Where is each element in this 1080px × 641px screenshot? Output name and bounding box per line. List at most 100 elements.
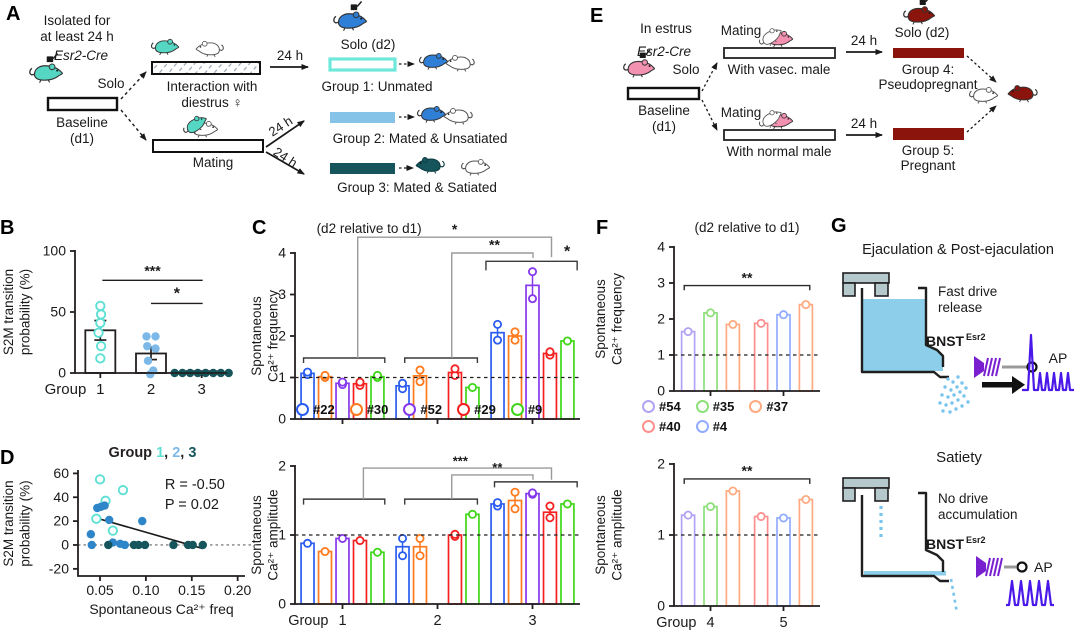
- data-point: [778, 513, 788, 523]
- bar: [798, 498, 814, 607]
- y-tick-label: 60: [53, 465, 69, 481]
- legend-label: #52: [420, 401, 443, 417]
- scatter-title-segment: ,: [180, 445, 189, 461]
- scatter-title-segment: ,: [164, 445, 173, 461]
- data-point: [415, 533, 425, 543]
- g-top-title: Ejaculation & Post-ejaculation: [862, 242, 1054, 258]
- axis: [673, 246, 820, 392]
- bar: [507, 499, 523, 605]
- legend-marker-icon: [403, 402, 417, 416]
- sig-line: [302, 498, 386, 505]
- esr2-cre-label: Esr2-Cre: [54, 48, 108, 63]
- scatter-title-segment: 3: [188, 445, 197, 461]
- bar: [703, 312, 718, 392]
- data-point: [778, 310, 788, 320]
- water-top: [862, 299, 943, 371]
- sig-label: ***: [144, 262, 161, 278]
- baseline-label-2: (d1): [652, 119, 676, 134]
- data-point: [527, 294, 537, 304]
- branch-arrow-up: [120, 71, 147, 100]
- stats-text: P = 0.02: [165, 497, 219, 513]
- mouse-icon: [969, 86, 999, 104]
- panel-label-d: D: [0, 447, 15, 469]
- bnst-sup-bottom: Esr2: [966, 535, 986, 545]
- panel-g-schematic: Ejaculation & Post-ejaculation Fast driv…: [842, 242, 1074, 614]
- solo-label: Solo: [672, 62, 699, 77]
- data-point: [95, 309, 107, 320]
- x-tick-label: 3: [197, 381, 205, 398]
- data-point: [467, 382, 477, 392]
- y-axis-label: Ca²⁺ frequency: [610, 273, 625, 365]
- bar: [725, 323, 741, 392]
- data-point: [527, 488, 537, 498]
- legend-item: #52: [403, 399, 442, 419]
- group1-bar: [328, 57, 397, 72]
- data-point: [493, 319, 503, 329]
- bar: [370, 551, 385, 605]
- group4-label-1: Group 4:: [902, 62, 955, 77]
- mouse-icon: [445, 54, 475, 72]
- legend-marker-icon: [296, 402, 309, 416]
- g-bottom-title: Satiety: [936, 449, 982, 466]
- panel-label-e: E: [590, 5, 604, 27]
- y-axis-label: probability (%): [18, 269, 33, 355]
- spray-dot: [938, 401, 942, 405]
- y-tick-label: 1: [657, 347, 665, 363]
- x-tick-label: 3: [528, 613, 536, 629]
- spray-dot: [948, 410, 952, 414]
- scatter-point: [94, 474, 106, 485]
- mouse-icon: [419, 52, 449, 70]
- y-tick-label: 2: [278, 328, 286, 344]
- spray-dots-top: [938, 375, 970, 414]
- water-bottom: [864, 571, 946, 576]
- y-tick-label: 0: [657, 383, 665, 399]
- spring-icon-bottom: [985, 557, 1003, 577]
- baseline-label-1: Baseline: [56, 115, 108, 130]
- bar: [703, 505, 718, 607]
- valve-icon-bottom: [976, 556, 986, 578]
- normal-label: With normal male: [726, 144, 831, 159]
- bar: [725, 490, 741, 607]
- panel-label-b: B: [0, 217, 15, 239]
- group5-label-2: Pregnant: [901, 158, 956, 173]
- legend-item: #29: [457, 399, 496, 419]
- iso-text-2: at least 24 h: [40, 29, 114, 44]
- sig-line: [356, 236, 553, 358]
- sig-label: ***: [453, 453, 469, 468]
- fast-drive-label-2: release: [938, 300, 982, 315]
- tank-outline-right-top: [918, 286, 945, 367]
- sig-label: **: [742, 269, 753, 285]
- x-tick-label: 1: [338, 613, 346, 629]
- data-point: [510, 327, 520, 337]
- sig-label: **: [492, 460, 503, 475]
- baseline-bar: [46, 96, 119, 112]
- group2-label: Group 2: Mated & Unsatiated: [333, 131, 508, 146]
- 24h-arrow-bot: [265, 151, 305, 175]
- group4-label-2: Pseudopregnant: [878, 77, 977, 92]
- legend-label: #40: [659, 418, 681, 434]
- spray-dot: [964, 386, 968, 390]
- group5-label-1: Group 5:: [902, 143, 955, 158]
- group4-bar: [893, 48, 964, 58]
- 24h-label-top: 24 h: [851, 33, 877, 48]
- data-point: [415, 551, 425, 561]
- tank-outline-right-bottom: [918, 491, 945, 572]
- bar: [335, 537, 350, 605]
- data-point: [801, 300, 811, 310]
- y-axis-label: Ca²⁺ frequency: [266, 290, 281, 382]
- branch-arrow-down: [701, 99, 718, 131]
- release-arrow-icon: [982, 376, 1025, 394]
- data-point: [683, 510, 693, 520]
- vasec-bar: [723, 47, 836, 59]
- data-point: [95, 300, 106, 312]
- group3-bar: [330, 163, 395, 174]
- mouse-icon: [461, 158, 491, 176]
- spray-dot: [955, 385, 959, 389]
- y-tick-label: 0: [58, 365, 66, 381]
- data-point: [415, 377, 425, 387]
- data-point: [398, 533, 408, 543]
- chart-f-frequency: (d2 relative to d1) Spontaneous Ca²⁺ frequ…: [593, 220, 820, 399]
- bar: [776, 313, 791, 392]
- legend-item: #35: [695, 396, 734, 416]
